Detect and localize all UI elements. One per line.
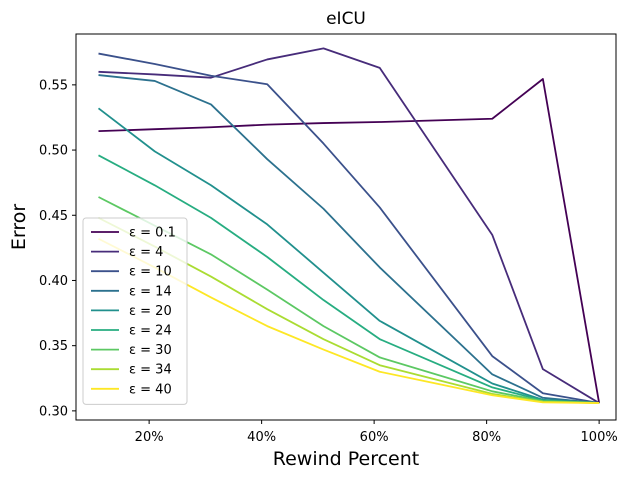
chart-title: eICU xyxy=(326,9,366,29)
legend-box xyxy=(82,217,188,405)
plot-frame xyxy=(75,33,617,421)
legend-label-1: ε = 4 xyxy=(129,245,163,260)
y-tick-label-1: 0.35 xyxy=(39,339,68,354)
legend-label-4: ε = 20 xyxy=(129,304,172,319)
series-line-2 xyxy=(98,52,600,404)
legend-label-8: ε = 40 xyxy=(129,382,172,397)
y-tick-label-4: 0.50 xyxy=(39,144,68,159)
series-line-0 xyxy=(98,78,601,404)
x-axis-label: Rewind Percent xyxy=(273,448,420,470)
axis-ticks: 20% 40% 60% 80% 100% 0.30 0.35 0.40 0.45 0.50 0.55 xyxy=(39,78,618,445)
y-tick-label-2: 0.40 xyxy=(39,274,68,289)
y-tick-label-0: 0.30 xyxy=(39,404,68,419)
series-line-4 xyxy=(97,107,600,404)
x-tick-label-2: 60% xyxy=(360,430,389,445)
series-line-3 xyxy=(98,74,600,404)
y-tick-label-3: 0.45 xyxy=(39,209,68,224)
y-tick-label-5: 0.55 xyxy=(39,78,68,93)
legend-label-6: ε = 30 xyxy=(129,343,172,358)
legend-label-7: ε = 34 xyxy=(129,363,172,378)
x-tick-label-3: 80% xyxy=(472,430,501,445)
legend: ε = 0.1 ε = 4 ε = 10 ε = 14 ε = 20 ε = 24 ε = … xyxy=(82,217,188,405)
x-tick-label-0: 20% xyxy=(135,430,164,445)
legend-label-2: ε = 10 xyxy=(129,265,172,280)
legend-label-5: ε = 24 xyxy=(129,324,172,339)
legend-label-0: ε = 0.1 xyxy=(129,226,176,241)
legend-label-3: ε = 14 xyxy=(129,284,172,299)
series-line-5 xyxy=(98,154,600,404)
series-line-1 xyxy=(98,47,600,404)
x-tick-label-1: 40% xyxy=(247,430,276,445)
y-axis-label: Error xyxy=(8,204,30,251)
x-tick-label-4: 100% xyxy=(581,430,618,445)
